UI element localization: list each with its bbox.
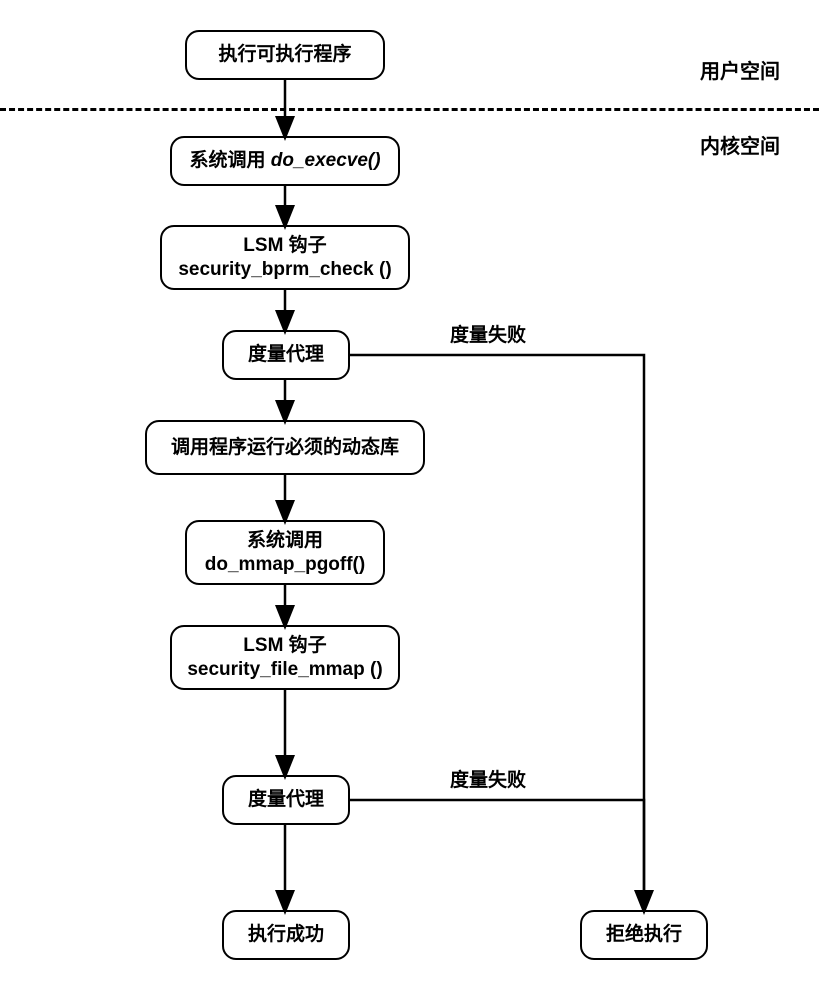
flowchart-node-n7: LSM 钩子security_file_mmap () — [170, 625, 400, 690]
node-text: 度量代理 — [248, 343, 324, 367]
flowchart-node-n1: 执行可执行程序 — [185, 30, 385, 80]
flowchart-node-n8: 度量代理 — [222, 775, 350, 825]
node-text: 度量代理 — [248, 788, 324, 812]
node-text-line2: do_mmap_pgoff() — [205, 553, 365, 577]
space-divider — [0, 108, 819, 111]
kernel-space-label: 内核空间 — [700, 130, 780, 159]
node-text-line1: LSM 钩子 — [243, 234, 326, 258]
node-text-line2: security_bprm_check () — [178, 258, 391, 282]
node-text: 拒绝执行 — [606, 923, 682, 947]
node-text: 系统调用 do_execve() — [189, 149, 380, 173]
flowchart-node-n2: 系统调用 do_execve() — [170, 136, 400, 186]
flowchart-node-n5: 调用程序运行必须的动态库 — [145, 420, 425, 475]
node-text: 执行可执行程序 — [218, 43, 351, 67]
flowchart-arrows — [0, 0, 819, 1000]
flowchart-node-n10: 拒绝执行 — [580, 910, 708, 960]
user-space-label: 用户空间 — [700, 55, 780, 84]
flowchart-node-n4: 度量代理 — [222, 330, 350, 380]
node-text: 调用程序运行必须的动态库 — [171, 436, 399, 460]
flowchart-edge — [350, 800, 644, 910]
node-text-line2: security_file_mmap () — [187, 658, 382, 682]
node-text-line1: 系统调用 — [247, 529, 323, 553]
node-text: 执行成功 — [248, 923, 324, 947]
measure-fail-label-1: 度量失败 — [450, 320, 526, 347]
node-text-line1: LSM 钩子 — [243, 634, 326, 658]
measure-fail-label-2: 度量失败 — [450, 765, 526, 792]
flowchart-node-n6: 系统调用do_mmap_pgoff() — [185, 520, 385, 585]
flowchart-node-n3: LSM 钩子security_bprm_check () — [160, 225, 410, 290]
flowchart-node-n9: 执行成功 — [222, 910, 350, 960]
